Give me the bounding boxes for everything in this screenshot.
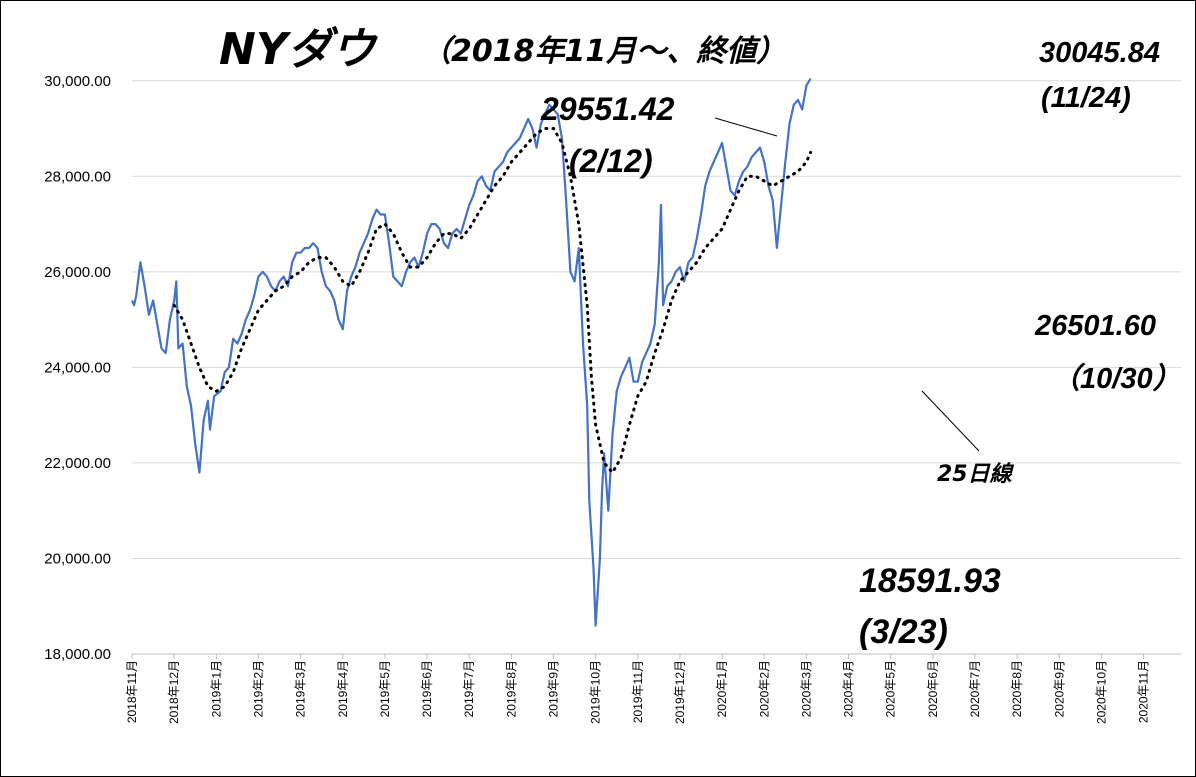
y-tick-label: 28,000.00 xyxy=(44,168,111,185)
x-axis: 2018年11月 2018年12月 2019年1月 2019年2月 2019年3月 201… xyxy=(125,654,1151,724)
y-axis-ticks: 18,000.00 20,000.00 22,000.00 24,000.00 26,0… xyxy=(44,73,111,663)
series-ma25-line xyxy=(172,127,813,476)
x-tick-label: 2020年5月 xyxy=(884,660,898,717)
trough-date-label: (3/23) xyxy=(859,613,948,651)
x-tick-label: 2018年11月 xyxy=(125,660,139,723)
latest-value-label: 30045.84 xyxy=(1039,37,1160,69)
x-tick-label: 2018年12月 xyxy=(167,660,181,724)
x-tick-label: 2020年6月 xyxy=(926,660,940,717)
x-tick-label: 2019年4月 xyxy=(336,660,350,717)
x-tick-label: 2019年7月 xyxy=(462,660,476,717)
y-tick-label: 30,000.00 xyxy=(44,73,111,90)
x-tick-label: 2019年1月 xyxy=(209,660,223,717)
gridlines xyxy=(132,80,1181,655)
x-tick-label: 2020年1月 xyxy=(715,660,729,717)
x-tick-label: 2019年3月 xyxy=(294,660,308,717)
x-tick-label: 2019年5月 xyxy=(378,660,392,717)
series-close-line xyxy=(130,78,812,627)
ma-callout-line xyxy=(921,390,980,452)
trough-value-label: 18591.93 xyxy=(859,562,1001,600)
x-tick-label: 2020年10月 xyxy=(1094,660,1108,724)
x-tick-label: 2019年8月 xyxy=(504,660,518,717)
x-tick-label: 2020年2月 xyxy=(757,660,771,717)
y-tick-label: 22,000.00 xyxy=(44,455,111,472)
peak-callout-line xyxy=(714,117,778,137)
x-tick-label: 2019年9月 xyxy=(547,660,561,717)
x-tick-label: 2019年2月 xyxy=(251,660,265,717)
ma-label: 25日線 xyxy=(937,461,1015,487)
x-tick-label: 2020年9月 xyxy=(1052,660,1066,717)
y-tick-label: 24,000.00 xyxy=(44,359,111,376)
x-tick-label: 2020年11月 xyxy=(1137,660,1151,723)
series-group xyxy=(130,78,813,627)
x-tick-label: 2020年8月 xyxy=(1010,660,1024,717)
peak-date-label: (2/12) xyxy=(569,143,653,179)
y-tick-label: 20,000.00 xyxy=(44,550,111,567)
x-tick-label: 2020年7月 xyxy=(968,660,982,717)
x-tick-label: 2020年3月 xyxy=(799,660,813,717)
x-tick-label: 2019年11月 xyxy=(631,660,645,723)
latest-date-label: (11/24) xyxy=(1041,82,1131,114)
x-tick-label: 2019年10月 xyxy=(589,660,603,724)
chart-title: NYダウ xyxy=(219,24,379,75)
y-tick-label: 18,000.00 xyxy=(44,646,111,663)
oct30-value-label: 26501.60 xyxy=(1034,310,1156,342)
x-tick-label: 2020年4月 xyxy=(842,660,856,717)
x-tick-label: 2019年12月 xyxy=(673,660,687,724)
oct30-date-label: （10/30） xyxy=(1051,362,1182,395)
peak-value-label: 29551.42 xyxy=(540,91,675,127)
chart-subtitle: （2018年11月〜、終値） xyxy=(421,34,786,69)
y-tick-label: 26,000.00 xyxy=(44,264,111,281)
x-tick-label: 2019年6月 xyxy=(420,660,434,717)
